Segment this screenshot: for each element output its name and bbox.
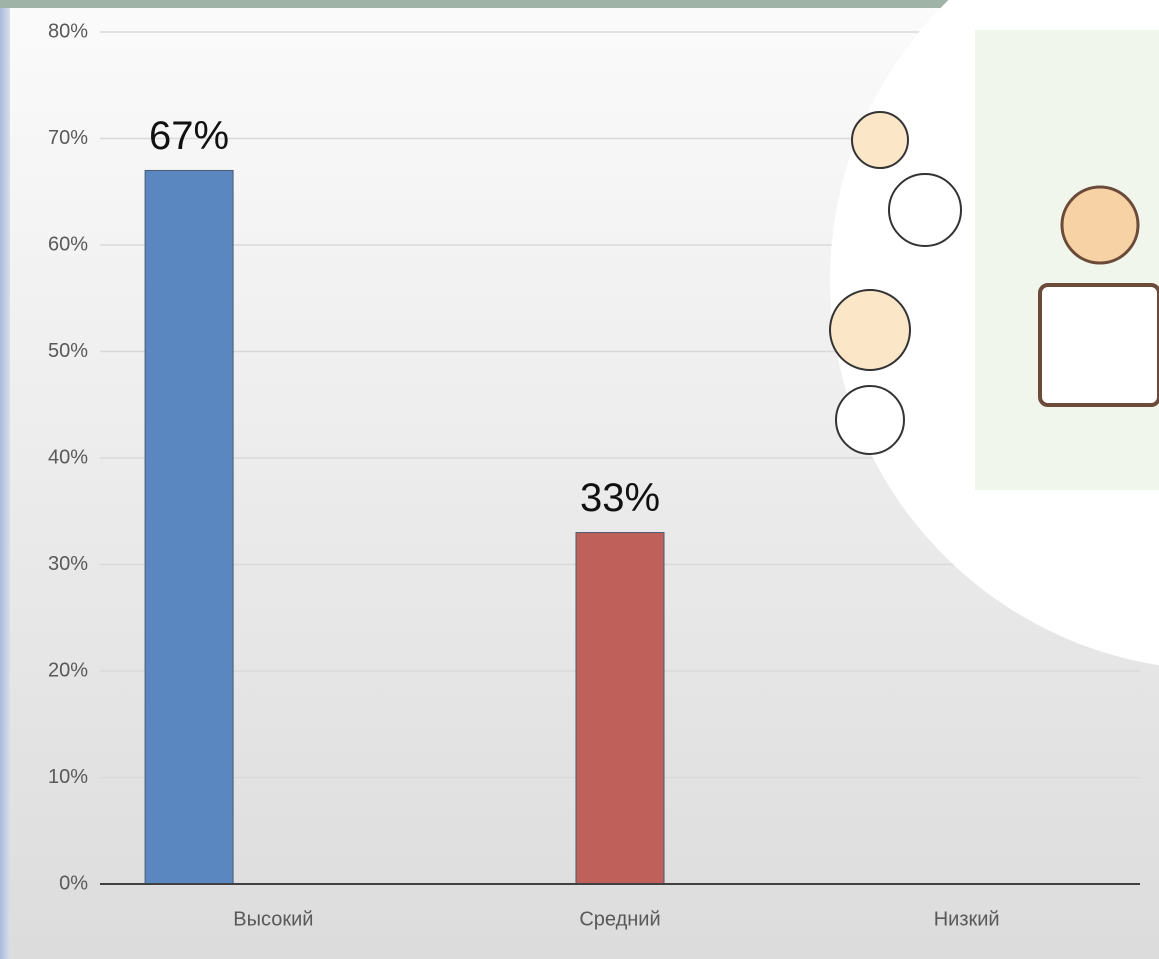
value-label: 67% — [149, 114, 229, 158]
value-label: 33% — [580, 476, 660, 520]
y-tick-label: 10% — [48, 766, 88, 788]
y-tick-label: 70% — [48, 127, 88, 149]
side-strip — [0, 0, 10, 959]
x-tick-label: Средний — [579, 908, 660, 930]
y-tick-label: 30% — [48, 553, 88, 575]
y-tick-label: 80% — [48, 20, 88, 42]
y-tick-label: 50% — [48, 340, 88, 362]
x-tick-label: Низкий — [934, 908, 1000, 930]
bar — [144, 169, 234, 885]
y-tick-label: 40% — [48, 446, 88, 468]
y-tick-label: 60% — [48, 233, 88, 255]
illustration — [829, 0, 1159, 666]
x-tick-label: Высокий — [233, 908, 313, 930]
top-strip — [0, 0, 1159, 8]
bar — [575, 532, 665, 885]
y-tick-label: 0% — [59, 872, 88, 894]
y-tick-label: 20% — [48, 659, 88, 681]
